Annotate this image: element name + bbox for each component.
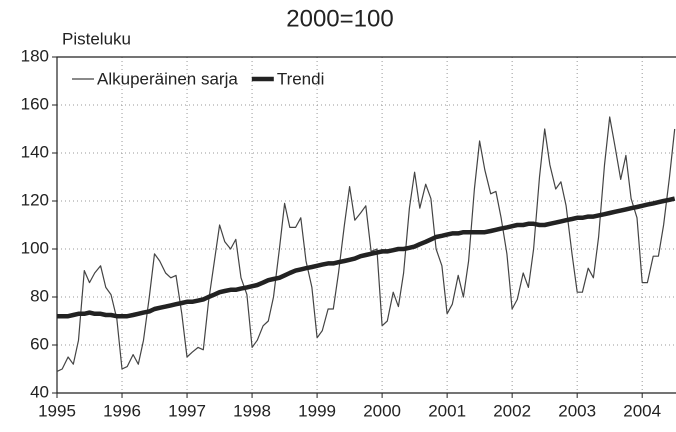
- x-tick-label: 2000: [363, 401, 401, 420]
- y-tick-label: 100: [21, 238, 49, 257]
- x-tick-label: 1996: [103, 401, 141, 420]
- x-tick-label: 2003: [558, 401, 596, 420]
- axis-frame: [56, 56, 676, 394]
- series-line: [56, 116, 676, 372]
- y-tick-label: 160: [21, 94, 49, 113]
- x-tick-label: 2001: [428, 401, 466, 420]
- series-line: [57, 196, 676, 319]
- y-tick-label: 60: [30, 334, 49, 353]
- y-axis-label: Pisteluku: [62, 29, 131, 48]
- x-tick-label: 1999: [298, 401, 336, 420]
- y-tick-label: 120: [21, 190, 49, 209]
- x-tick-label: 2002: [493, 401, 531, 420]
- y-tick-label: 40: [30, 382, 49, 401]
- x-tick-label: 2004: [623, 401, 661, 420]
- x-tick-label: 1995: [38, 401, 76, 420]
- y-tick-label: 180: [21, 46, 49, 65]
- legend-label: Trendi: [277, 69, 325, 88]
- y-tick-label: 140: [21, 142, 49, 161]
- x-tick-label: 1998: [233, 401, 271, 420]
- y-tick-label: 80: [30, 286, 49, 305]
- x-tick-label: 1997: [168, 401, 206, 420]
- legend-label: Alkuperäinen sarja: [97, 69, 238, 88]
- chart-title: 2000=100: [286, 5, 393, 32]
